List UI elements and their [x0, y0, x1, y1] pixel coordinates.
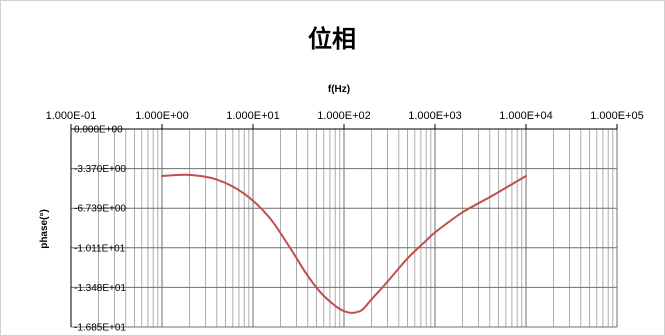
y-tick-label: -3.370E+00 — [74, 164, 126, 175]
y-tick-label: -1.685E+01 — [74, 323, 126, 334]
chart-title: 位相 — [308, 25, 356, 53]
ticks: 1.000E-01 1.000E+00 1.000E+01 1.000E+02 1.00… — [46, 110, 644, 334]
x-tick-label: 1.000E-01 — [46, 110, 97, 122]
y-tick-label: -1.348E+01 — [74, 283, 126, 294]
y-tick-label: -1.011E+01 — [74, 243, 126, 254]
x-tick-label: 1.000E+05 — [590, 110, 644, 122]
x-tick-label: 1.000E+01 — [226, 110, 280, 122]
x-tick-label: 1.000E+02 — [317, 110, 371, 122]
x-axis-label: f(Hz) — [328, 84, 350, 95]
y-tick-label: 0.000E+00 — [74, 125, 123, 136]
y-axis-label: phase(°) — [39, 209, 50, 249]
grid — [70, 128, 618, 328]
x-tick-label: 1.000E+04 — [499, 110, 553, 122]
y-tick-label: -6.739E+00 — [74, 204, 126, 215]
series-layer — [161, 173, 527, 314]
x-tick-label: 1.000E+00 — [135, 110, 189, 122]
phase-series-line — [161, 173, 527, 314]
x-tick-label: 1.000E+03 — [408, 110, 462, 122]
